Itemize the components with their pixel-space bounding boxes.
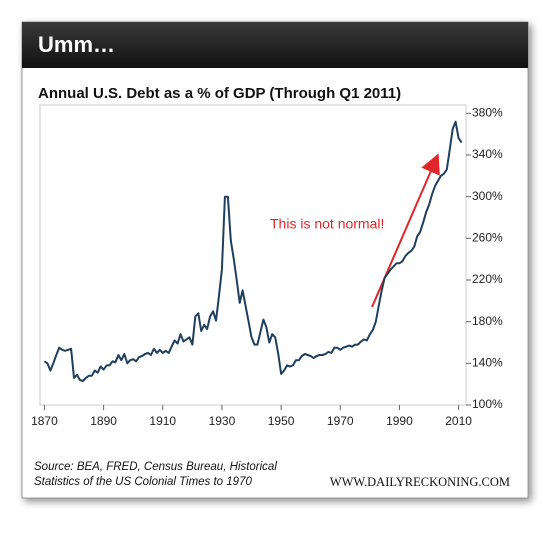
header-title: Umm… (38, 32, 115, 57)
x-tick-label: 1870 (31, 414, 58, 428)
y-tick-label: 380% (472, 106, 503, 120)
x-tick-label: 1930 (209, 414, 236, 428)
x-tick-label: 2010 (445, 414, 472, 428)
source: Source: BEA, FRED, Census Bureau, Histor… (34, 461, 277, 488)
y-tick-label: 300% (472, 189, 503, 203)
credit: WWW.DAILYRECKONING.COM (330, 475, 510, 489)
x-tick-label: 1910 (149, 414, 176, 428)
y-tick-label: 140% (472, 356, 503, 370)
x-tick-label: 1950 (268, 414, 295, 428)
card (21, 21, 529, 499)
line (43, 120, 463, 382)
y-tick-label: 100% (472, 397, 503, 411)
plot-frame (39, 104, 467, 406)
x-tick-label: 1890 (90, 414, 117, 428)
y-tick-label: 340% (472, 147, 503, 161)
y-tick-label: 220% (472, 272, 503, 286)
source-box: Source: BEA, FRED, Census Bureau, Histor… (34, 461, 277, 488)
y-tick-label: 180% (472, 314, 503, 328)
header-bar (22, 22, 528, 68)
y-tick-label: 260% (472, 231, 503, 245)
annotation: This is not normal! (270, 216, 384, 232)
x-tick-label: 1970 (327, 414, 354, 428)
x-tick-label: 1990 (386, 414, 413, 428)
chart-title: Annual U.S. Debt as a % of GDP (Through … (38, 85, 401, 102)
